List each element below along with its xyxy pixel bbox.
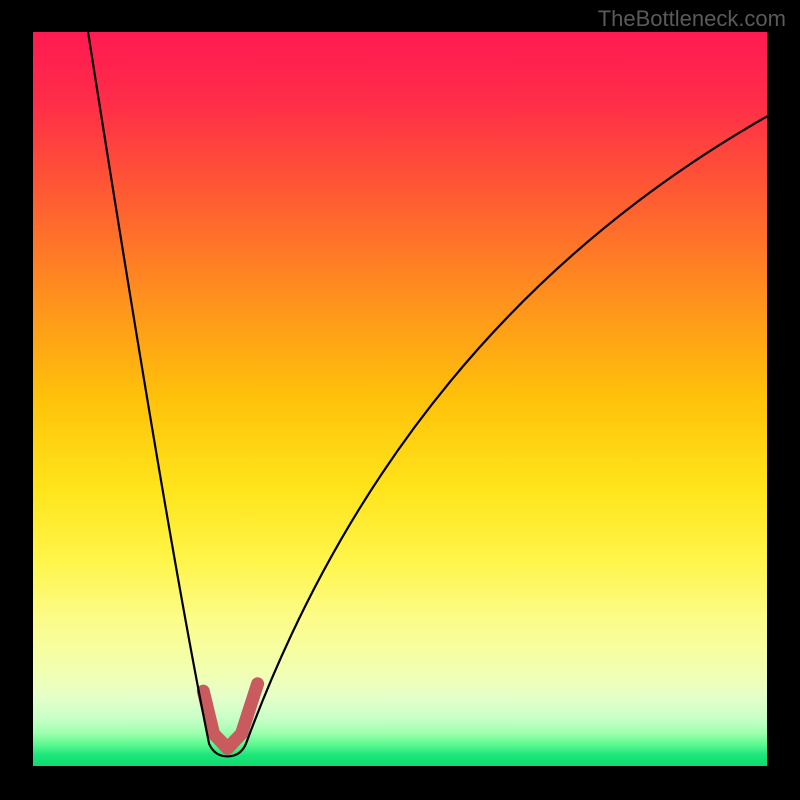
watermark-text: TheBottleneck.com: [598, 6, 786, 32]
gradient-background: [33, 32, 767, 766]
bottleneck-chart: [0, 0, 800, 800]
